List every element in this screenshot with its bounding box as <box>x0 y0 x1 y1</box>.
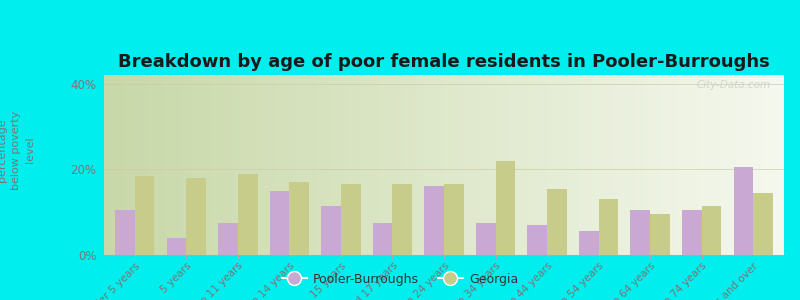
Bar <box>495 161 515 255</box>
Bar <box>322 206 341 255</box>
Bar <box>476 223 495 255</box>
Bar <box>238 174 258 255</box>
Text: percentage
below poverty
level: percentage below poverty level <box>0 110 35 190</box>
Bar <box>341 184 361 255</box>
Bar <box>547 189 566 255</box>
Bar <box>425 186 444 255</box>
Text: City-Data.com: City-Data.com <box>696 80 770 90</box>
Bar <box>734 167 753 255</box>
Bar <box>393 184 412 255</box>
Bar <box>753 193 773 255</box>
Bar <box>682 210 702 255</box>
Bar <box>290 182 309 255</box>
Bar <box>579 231 598 255</box>
Bar <box>598 199 618 255</box>
Bar <box>115 210 135 255</box>
Bar <box>650 214 670 255</box>
Legend: Pooler-Burroughs, Georgia: Pooler-Burroughs, Georgia <box>277 268 523 291</box>
Bar <box>630 210 650 255</box>
Bar <box>444 184 463 255</box>
Bar <box>135 176 154 255</box>
Bar <box>527 225 547 255</box>
Bar <box>270 191 290 255</box>
Bar <box>373 223 393 255</box>
Bar <box>167 238 186 255</box>
Bar <box>218 223 238 255</box>
Bar <box>702 206 721 255</box>
Bar <box>186 178 206 255</box>
Title: Breakdown by age of poor female residents in Pooler-Burroughs: Breakdown by age of poor female resident… <box>118 53 770 71</box>
